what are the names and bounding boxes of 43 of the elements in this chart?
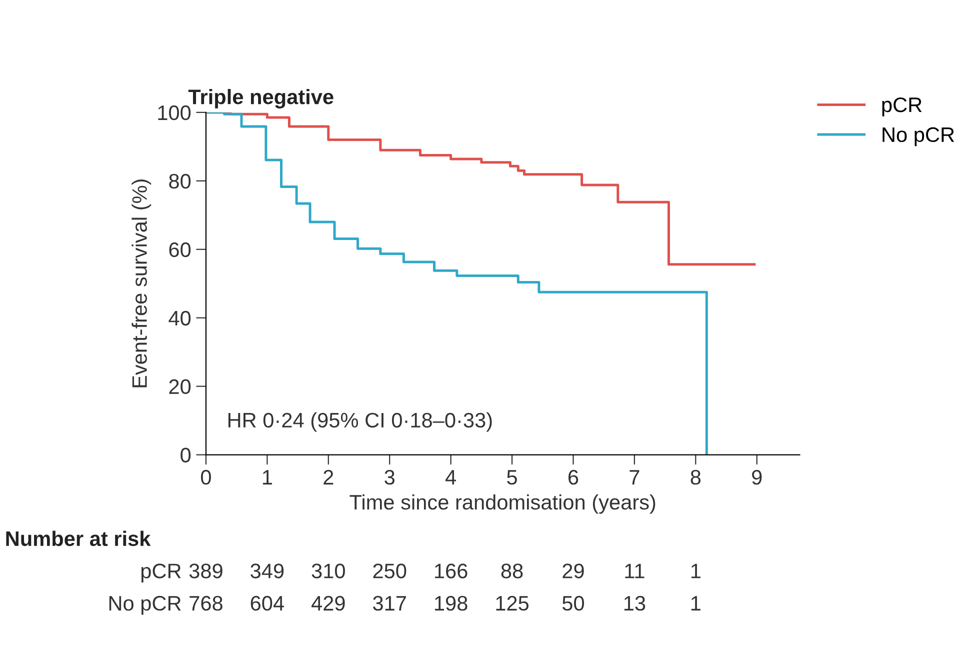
text: 349 [250,564,284,578]
x-tick-label: 4 [445,470,456,484]
x-axis-title: Time since randomisation (years) [350,494,656,514]
text: 389 [189,564,222,578]
text: 429 [311,596,345,611]
y-tick-label: 60 [169,242,191,258]
y-tick-label: 80 [169,174,191,189]
x-tick-label: 6 [568,470,578,485]
legend-label: pCR [882,97,922,116]
text: 88 [501,564,523,578]
x-tick-label: 1 [262,470,272,484]
y-tick-label: 20 [169,379,191,394]
x-tick-label: 5 [507,470,517,485]
text: 29 [562,564,584,578]
y-tick-label: 40 [168,310,191,326]
text: 1 [691,564,700,578]
y-tick-label: 0 [180,448,191,463]
text: 166 [435,564,468,578]
x-tick-label: 7 [630,470,640,484]
x-tick-label: 0 [200,470,211,485]
x-tick-label: 2 [324,470,334,484]
legend-label: No pCR [882,127,954,146]
text: 250 [373,564,406,578]
y-tick-label: 100 [158,105,191,120]
annotation: HR 0·24 (95% CI 0·18–0·33) [228,412,492,432]
text: 310 [312,564,345,578]
text: 11 [625,564,644,578]
x-tick-label: 3 [384,470,394,485]
text: 50 [562,596,584,611]
text: 198 [435,596,468,611]
y-axis-title: Event-free survival (%) [132,180,152,388]
text: Number at risk [6,530,151,546]
chart-title: Triple negative [188,88,334,108]
text: 317 [373,596,406,611]
text: 1 [691,596,700,610]
x-tick-label: 9 [752,470,762,485]
x-tick-label: 8 [690,470,701,485]
text: pCR [141,564,181,582]
text: No pCR [109,596,181,615]
text: 768 [190,596,222,611]
text: 125 [496,596,529,611]
text: 13 [624,596,646,611]
text: 604 [250,596,284,611]
